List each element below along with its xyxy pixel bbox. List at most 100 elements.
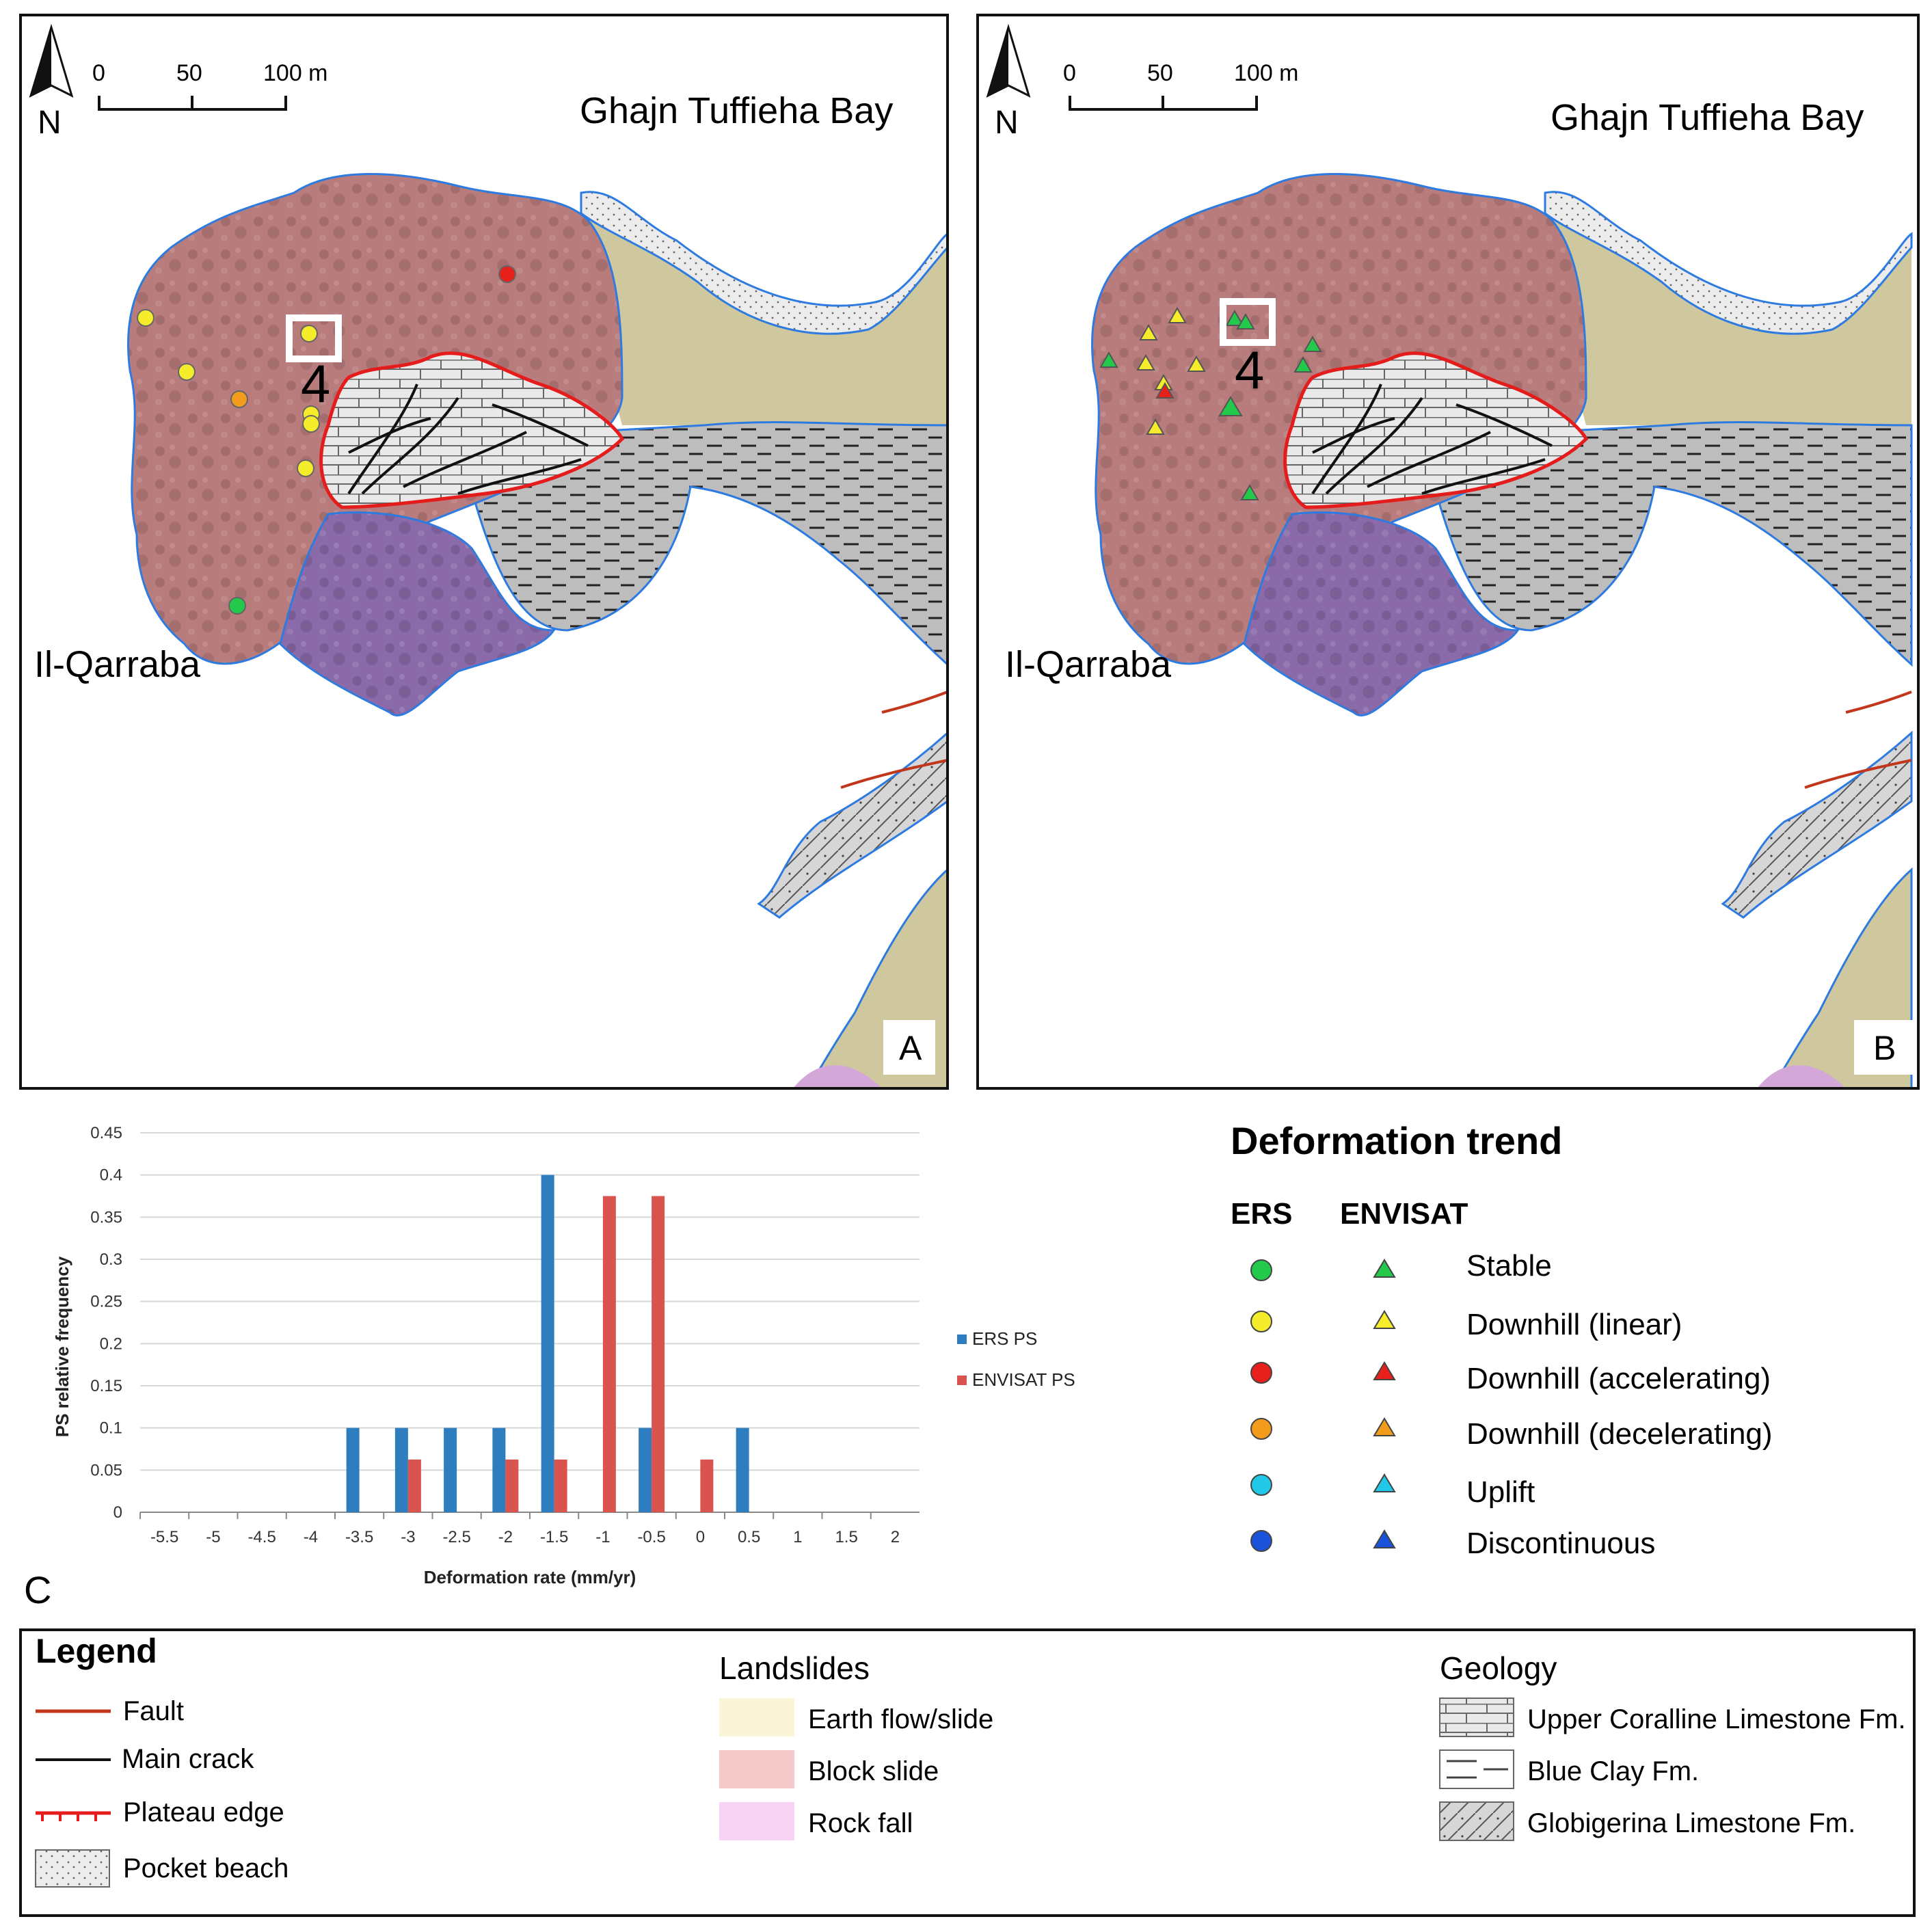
earth-flow-label: Earth flow/slide (808, 1704, 993, 1734)
ps-point-green (228, 597, 246, 615)
pocket-beach-label: Pocket beach (123, 1853, 289, 1883)
geology-title: Geology (1440, 1650, 1557, 1686)
decelerating-envisat-marker (1373, 1417, 1396, 1436)
ps-point-green (1218, 396, 1243, 416)
downhill-accelerating-label: Downhill (accelerating) (1466, 1362, 1771, 1395)
downhill-linear-label: Downhill (linear) (1466, 1308, 1682, 1341)
legend-swatch-ers (957, 1334, 967, 1344)
chart-y-tick-label: 0.15 (90, 1377, 122, 1395)
ps-point-yellow (297, 459, 314, 477)
plateau-edge-label: Plateau edge (123, 1797, 284, 1827)
ps-point-yellow (1146, 418, 1165, 435)
pocket-beach-swatch (35, 1849, 110, 1888)
chart-y-tick-label: 0.35 (90, 1208, 122, 1226)
earth-flow-swatch (719, 1698, 794, 1736)
downhill-decelerating-label: Downhill (decelerating) (1466, 1417, 1773, 1451)
chart-y-axis-label: PS relative frequency (52, 1256, 72, 1437)
ers-ps-points (137, 265, 516, 615)
chart-x-tick-label: -5 (206, 1528, 220, 1546)
chart-bars (346, 1175, 749, 1512)
panel-label-a: A (899, 1029, 922, 1067)
map-panel-a: 4 N 0 50 100 m Ghajn Tuffieha Bay Il-Qar… (19, 14, 949, 1090)
chart-x-tick-label: -3.5 (345, 1528, 373, 1546)
upper-coralline-label: Upper Coralline Limestone Fm. (1527, 1704, 1906, 1734)
map-panel-b: 4 N 0 50 100 m Ghajn Tuffieha Bay Il-Qar… (976, 14, 1920, 1090)
linear-ers-marker (1250, 1311, 1272, 1332)
crack-4-box (1220, 298, 1276, 346)
upper-coralline-swatch (1439, 1698, 1514, 1737)
scale-bar (98, 96, 287, 111)
ers-bar (346, 1427, 360, 1512)
rock-fall-swatch (719, 1802, 794, 1840)
chart-y-tick-label: 0.1 (100, 1419, 122, 1438)
chart-y-tick-label: 0.2 (100, 1334, 122, 1353)
chart-y-tick-label: 0 (113, 1503, 122, 1522)
chart-legend-envisat: ENVISAT PS (972, 1369, 1075, 1390)
north-arrow-icon (986, 23, 1031, 98)
chart-x-tick-label: -1 (595, 1528, 610, 1546)
envisat-bar (505, 1459, 519, 1512)
chart-x-tick-label: 1 (793, 1528, 802, 1546)
chart-grid (140, 1132, 920, 1513)
discontinuous-envisat-marker (1373, 1529, 1396, 1548)
chart-x-tick-label: 1.5 (835, 1528, 857, 1546)
scale-bar (1069, 96, 1258, 111)
ers-bar (444, 1427, 457, 1512)
accelerating-ers-marker (1250, 1362, 1272, 1384)
bay-label: Ghajn Tuffieha Bay (580, 90, 893, 131)
blue-clay-swatch-lines (1447, 1760, 1508, 1779)
scale-tick-50: 50 (176, 60, 202, 86)
chart-y-tick-label: 0.4 (100, 1166, 122, 1185)
histogram-chart: 00.050.10.150.20.250.30.350.40.45 -5.5 -5… (52, 1124, 1075, 1587)
uplift-label: Uplift (1466, 1475, 1535, 1509)
linear-envisat-marker (1373, 1310, 1396, 1329)
rock-fall-label: Rock fall (808, 1808, 913, 1838)
chart-y-tick-label: 0.3 (100, 1250, 122, 1269)
envisat-bar (407, 1459, 421, 1512)
ps-point-orange (230, 390, 248, 408)
ps-point-green (1240, 483, 1259, 500)
scale-tick-50: 50 (1147, 60, 1173, 86)
ers-bar (492, 1427, 506, 1512)
scale-tick-100: 100 m (1234, 60, 1299, 86)
chart-x-tick-label: -2 (498, 1528, 513, 1546)
ps-point-yellow (300, 325, 318, 343)
chart-y-tick-label: 0.05 (90, 1461, 122, 1479)
ers-bar (736, 1427, 749, 1512)
ps-point-green (1099, 351, 1118, 368)
fault-label: Fault (123, 1696, 184, 1726)
chart-x-axis-label: Deformation rate (mm/yr) (424, 1567, 636, 1587)
crack-4-box (286, 314, 342, 362)
accelerating-envisat-marker (1373, 1361, 1396, 1380)
main-crack-label: Main crack (122, 1744, 254, 1774)
chart-y-tick-label: 0.45 (90, 1124, 122, 1142)
uplift-ers-marker (1250, 1474, 1272, 1496)
envisat-bar (652, 1196, 665, 1512)
block-slide-swatch (719, 1750, 794, 1788)
ers-bar (639, 1427, 652, 1512)
plateau-edge-symbol (36, 1811, 111, 1821)
deformation-trend-title: Deformation trend (1231, 1119, 1562, 1162)
chart-legend-ers: ERS PS (972, 1328, 1037, 1349)
stable-ers-marker (1250, 1259, 1272, 1281)
panel-label-b: B (1873, 1029, 1896, 1067)
ps-point-yellow (1139, 323, 1158, 340)
ps-point-green (1293, 355, 1313, 373)
ps-point-yellow (137, 309, 155, 327)
discontinuous-ers-marker (1250, 1530, 1272, 1552)
ers-bar (541, 1175, 554, 1512)
envisat-bar (700, 1459, 714, 1512)
ps-point-green (1236, 312, 1255, 330)
chart-x-tick-label: -3 (401, 1528, 415, 1546)
envisat-bar (554, 1459, 567, 1512)
north-arrow-icon (29, 23, 74, 98)
globigerina-swatch (1439, 1801, 1514, 1841)
chart-x-tick-label: 0 (696, 1528, 705, 1546)
ers-bar (394, 1427, 408, 1512)
uplift-envisat-marker (1373, 1473, 1396, 1492)
chart-x-tick-label: -5.5 (150, 1528, 178, 1546)
ps-point-yellow (1136, 353, 1155, 371)
ps-point-yellow (178, 363, 196, 381)
decelerating-ers-marker (1250, 1418, 1272, 1440)
chart-x-tick-label: -2.5 (442, 1528, 470, 1546)
